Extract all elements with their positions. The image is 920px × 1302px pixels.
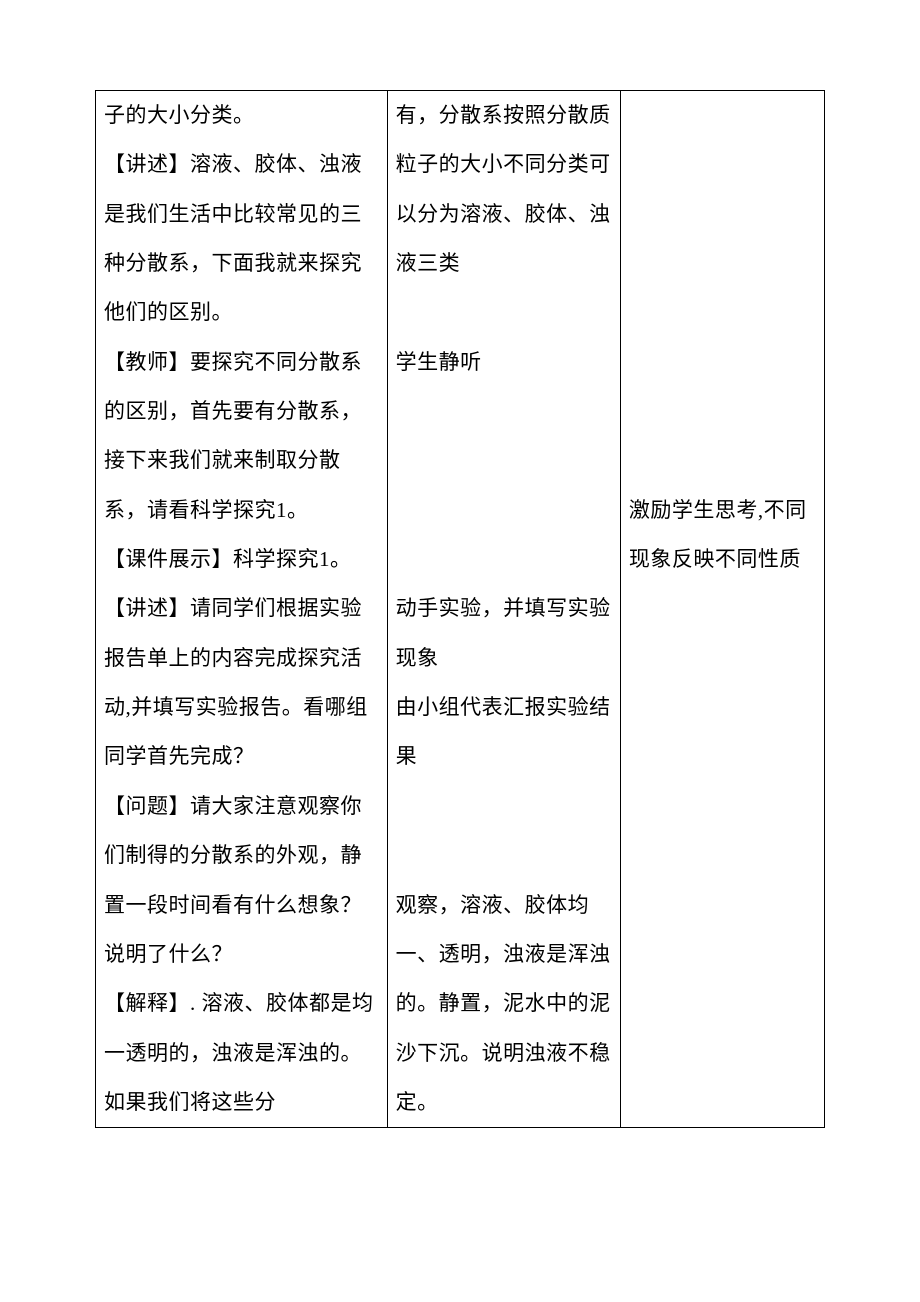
lesson-plan-table: 子的大小分类。【讲述】溶液、胶体、浊液是我们生活中比较常见的三种分散系，下面我就… [95,90,825,1128]
design-intent-cell: 激励学生思考,不同现象反映不同性质 [620,91,824,1128]
teacher-activity-cell: 子的大小分类。【讲述】溶液、胶体、浊液是我们生活中比较常见的三种分散系，下面我就… [96,91,388,1128]
table-row: 子的大小分类。【讲述】溶液、胶体、浊液是我们生活中比较常见的三种分散系，下面我就… [96,91,825,1128]
student-activity-cell: 有，分散系按照分散质粒子的大小不同分类可以分为溶液、胶体、浊液三类 学生静听 动… [387,91,620,1128]
